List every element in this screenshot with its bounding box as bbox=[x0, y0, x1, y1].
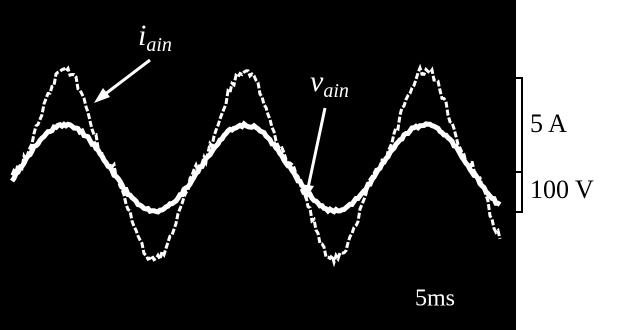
voltage-scale: 100 V bbox=[530, 175, 594, 204]
subscript: ain bbox=[146, 34, 172, 56]
figure: iain vain 5ms 5 A 100 V bbox=[0, 0, 628, 330]
symbol: i bbox=[138, 19, 146, 52]
current-scale: 5 A bbox=[530, 109, 567, 138]
timebase: 5ms bbox=[415, 286, 455, 312]
scope-screen bbox=[0, 0, 516, 330]
page: iain vain 5ms 5 A 100 V (() => { const d… bbox=[0, 0, 628, 330]
subscript: ain bbox=[323, 80, 349, 102]
symbol: v bbox=[310, 65, 324, 98]
